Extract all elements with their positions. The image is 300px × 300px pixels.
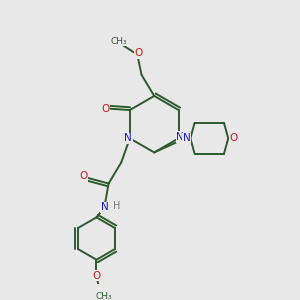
Text: O: O	[101, 104, 109, 114]
Text: O: O	[135, 48, 143, 58]
Text: N: N	[124, 133, 132, 143]
Text: CH₃: CH₃	[95, 292, 112, 300]
Text: N: N	[183, 133, 190, 143]
Text: CH₃: CH₃	[111, 37, 127, 46]
Text: H: H	[113, 201, 121, 211]
Text: O: O	[229, 133, 237, 143]
Text: O: O	[79, 171, 87, 182]
Text: O: O	[92, 271, 101, 281]
Text: N: N	[176, 132, 184, 142]
Text: N: N	[101, 202, 109, 212]
